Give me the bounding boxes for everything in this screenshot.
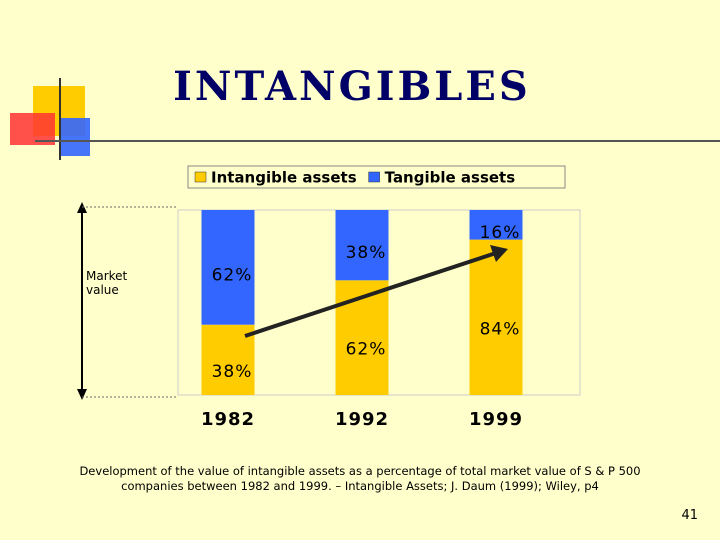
x-tick-label: 1999	[469, 409, 523, 430]
bar-segment	[469, 239, 523, 395]
data-label: 84%	[480, 319, 521, 339]
slide-title: INTANGIBLES	[173, 63, 531, 110]
trend-arrow	[244, 251, 497, 338]
data-label: 38%	[212, 362, 253, 382]
page-number: 41	[681, 508, 698, 523]
x-tick-label: 1992	[335, 409, 389, 430]
caption: Development of the value of intangible a…	[79, 464, 641, 493]
y-axis-label: Market value	[86, 269, 128, 297]
data-label: 62%	[346, 340, 387, 360]
legend-label: Intangible assets	[211, 169, 357, 187]
axis-arrow	[77, 389, 87, 400]
data-label: 38%	[346, 243, 387, 263]
bar-segment	[469, 210, 523, 240]
legend-swatch	[194, 171, 207, 183]
decor	[60, 118, 90, 156]
x-tick-label: 1982	[201, 409, 255, 430]
data-label: 62%	[212, 265, 253, 285]
trend-arrow	[490, 245, 508, 262]
bar-segment	[335, 210, 389, 281]
decor	[10, 113, 55, 145]
legend-swatch	[368, 171, 380, 183]
bar-segment	[201, 210, 255, 325]
legend-label: Tangible assets	[385, 169, 516, 187]
data-label: 16%	[480, 223, 521, 243]
